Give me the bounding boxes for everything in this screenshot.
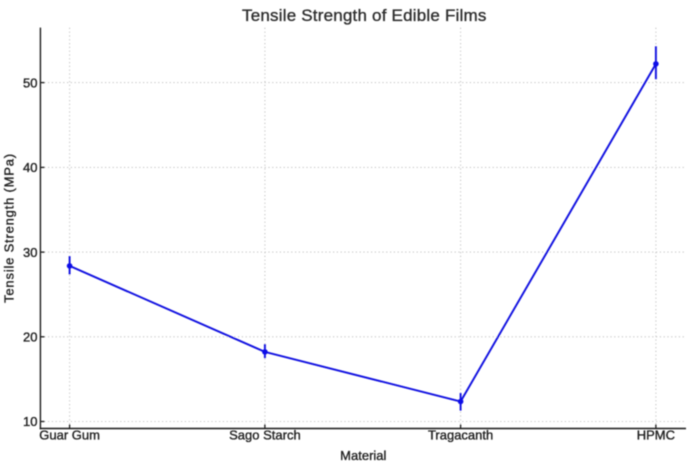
svg-text:HPMC: HPMC	[637, 428, 675, 443]
svg-text:Tensile Strength of Edible Fil: Tensile Strength of Edible Films	[242, 6, 487, 25]
svg-text:Sago Starch: Sago Starch	[229, 428, 301, 443]
svg-text:Tensile Strength (MPa): Tensile Strength (MPa)	[2, 153, 17, 303]
svg-text:Guar Gum: Guar Gum	[39, 428, 100, 443]
svg-text:Tragacanth: Tragacanth	[428, 428, 493, 443]
svg-text:10: 10	[23, 414, 37, 429]
svg-text:50: 50	[23, 75, 37, 90]
svg-text:20: 20	[23, 330, 37, 345]
svg-text:Material: Material	[340, 448, 386, 463]
svg-text:40: 40	[23, 160, 37, 175]
svg-text:30: 30	[23, 245, 37, 260]
